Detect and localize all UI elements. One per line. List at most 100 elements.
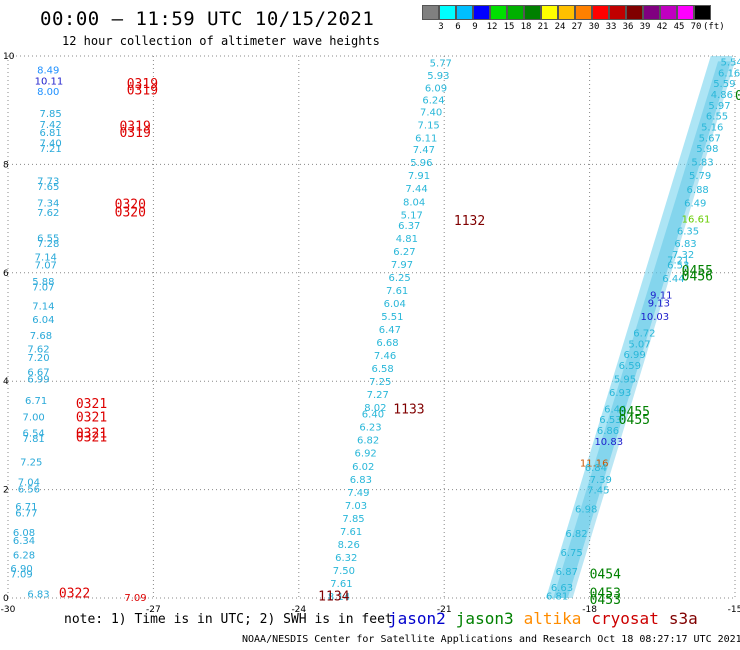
- wave-height-label: 5.77: [430, 59, 452, 70]
- wave-height-label: 6.23: [359, 423, 381, 434]
- color-swatch: [592, 5, 609, 20]
- wave-height-label: 7.00: [23, 412, 45, 423]
- wave-height-label: 7.07: [32, 282, 54, 293]
- wave-height-label: 8.00: [37, 87, 59, 98]
- pass-time-label: 0454: [590, 568, 621, 583]
- wave-height-label: 7.68: [30, 331, 52, 342]
- wave-height-label: 7.49: [347, 488, 369, 499]
- pass-time-label: 0: [735, 89, 740, 104]
- wave-height-label: 7.61: [386, 286, 408, 297]
- wave-height-label: 6.58: [372, 364, 394, 375]
- wave-height-label: 5.07: [628, 339, 650, 350]
- wave-height-label: 6.27: [393, 247, 415, 258]
- wave-height-label: 7.97: [391, 260, 413, 271]
- color-swatch: [660, 5, 677, 20]
- wave-height-label: 5.54: [720, 57, 740, 68]
- wave-height-label: 5.98: [696, 144, 718, 155]
- x-tick-label: -18: [582, 605, 597, 615]
- satellite-track-band: [545, 56, 733, 598]
- color-swatch: [626, 5, 643, 20]
- wave-height-label: 6.83: [27, 590, 49, 601]
- pass-time-label: 0455: [619, 413, 650, 428]
- pass-time-label: 0320: [115, 197, 146, 212]
- pass-time-label: 0321: [76, 410, 107, 425]
- pass-time-label: 0455: [619, 405, 650, 420]
- wave-height-label: 8.02: [364, 403, 386, 414]
- wave-height-label: 7.61: [330, 579, 352, 590]
- wave-height-label: 6.68: [376, 338, 398, 349]
- wave-height-label: 7.34: [37, 198, 59, 209]
- wave-height-label: 8.49: [37, 66, 59, 77]
- wave-height-label: 4.86: [711, 90, 733, 101]
- color-scale-label: 45: [673, 22, 685, 32]
- wave-height-label: 11.16: [580, 459, 609, 470]
- color-swatch: [439, 5, 456, 20]
- wave-height-label: 7.65: [37, 182, 59, 193]
- wave-height-label: 5.95: [614, 374, 636, 385]
- wave-height-label: 8.26: [338, 540, 360, 551]
- wave-height-label: 16.61: [682, 215, 711, 226]
- wave-height-label: 6.86: [597, 426, 619, 437]
- wave-height-label: 6.71: [15, 502, 37, 513]
- pass-time-label: 0319: [119, 126, 150, 141]
- wave-height-label: 5.59: [713, 79, 735, 90]
- pass-time-label: 1133: [393, 402, 424, 417]
- color-scale-label: 15: [503, 22, 515, 32]
- wave-height-label: 10.11: [35, 76, 64, 87]
- footnote: note: 1) Time is in UTC; 2) SWH is in fe…: [64, 612, 393, 627]
- color-scale-label: 6: [455, 22, 461, 32]
- wave-height-label: 6.28: [13, 551, 35, 562]
- wave-height-label: 7.20: [27, 353, 49, 364]
- wave-height-label: 8.04: [403, 197, 425, 208]
- wave-height-label: 6.83: [350, 475, 372, 486]
- wave-height-label: 6.04: [32, 315, 54, 326]
- wave-height-label: 6.54: [23, 429, 45, 440]
- wave-height-label: 6.09: [425, 83, 447, 94]
- wave-height-label: 7.40: [420, 107, 442, 118]
- wave-height-label: 7.25: [20, 457, 42, 468]
- wave-height-label: 6.53: [599, 415, 621, 426]
- wave-height-label: 7.85: [342, 514, 364, 525]
- wave-height-label: 7.91: [408, 171, 430, 182]
- pass-time-label: 0322: [59, 587, 90, 602]
- wave-height-label: 7.03: [345, 501, 367, 512]
- wave-height-label: 6.34: [13, 536, 35, 547]
- x-tick-label: -21: [437, 605, 452, 615]
- wave-height-label: 7.47: [413, 145, 435, 156]
- wave-height-label: 7.25: [369, 377, 391, 388]
- wave-height-label: 7.62: [37, 208, 59, 219]
- wave-height-label: 9.11: [650, 290, 672, 301]
- wave-height-label: 5.88: [32, 277, 54, 288]
- wave-height-label: 5.79: [689, 171, 711, 182]
- pass-time-label: 0453: [590, 593, 621, 608]
- wave-height-label: 6.77: [15, 508, 37, 519]
- wave-height-label: 7.61: [340, 527, 362, 538]
- wave-height-label: 5.83: [691, 158, 713, 169]
- x-tick-label: -15: [728, 605, 740, 615]
- y-tick-label: 2: [3, 486, 9, 496]
- color-scale-label: 12: [486, 22, 498, 32]
- color-scale-label: 36: [622, 22, 634, 32]
- wave-height-label: 7.40: [40, 139, 62, 150]
- satellite-track-band: [553, 61, 735, 599]
- color-scale-label: 27: [571, 22, 583, 32]
- wave-height-label: 10.03: [640, 312, 669, 323]
- wave-height-label: 7.07: [35, 261, 57, 272]
- y-tick-label: 8: [3, 160, 9, 170]
- pass-time-label: 1132: [454, 214, 485, 229]
- wave-height-label: 6.11: [415, 133, 437, 144]
- wave-height-label: 7.27: [367, 390, 389, 401]
- wave-height-label: 7.81: [23, 434, 45, 445]
- wave-height-label: 6.75: [561, 548, 583, 559]
- color-scale-label: 3: [438, 22, 444, 32]
- wave-height-label: 7.09: [124, 593, 146, 604]
- wave-height-label: 6.93: [609, 388, 631, 399]
- color-swatch: [524, 5, 541, 20]
- wave-height-label: 6.63: [551, 583, 573, 594]
- color-swatch: [456, 5, 473, 20]
- color-swatch: [609, 5, 626, 20]
- color-swatch: [558, 5, 575, 20]
- wave-height-label: 8.14: [328, 592, 350, 603]
- wave-height-label: 6.90: [10, 564, 32, 575]
- color-swatch: [575, 5, 592, 20]
